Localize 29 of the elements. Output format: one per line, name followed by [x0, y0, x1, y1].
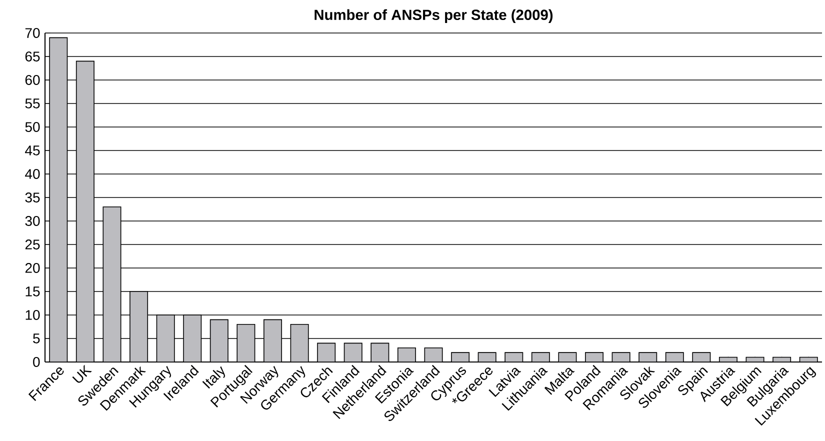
y-tick-label: 30	[25, 216, 40, 226]
y-tick-label: 60	[25, 75, 40, 85]
y-tick-label: 70	[25, 28, 40, 38]
y-tick-label: 5	[33, 334, 40, 344]
bar	[236, 324, 256, 362]
bar	[290, 324, 309, 362]
y-tick-label: 0	[33, 357, 40, 367]
bar	[210, 319, 228, 362]
bar	[183, 314, 202, 362]
bar	[264, 319, 282, 362]
bar	[130, 291, 148, 362]
bar	[370, 342, 390, 362]
bar	[102, 206, 122, 362]
chart-title: Number of ANSPs per State (2009)	[314, 9, 553, 23]
y-tick-label: 15	[26, 286, 40, 296]
y-tick-label: 10	[26, 310, 40, 320]
bar	[344, 342, 362, 362]
y-tick-label: 20	[25, 263, 40, 273]
y-tick-label: 35	[25, 192, 40, 202]
bar	[156, 314, 175, 362]
bar	[49, 37, 68, 362]
bar	[76, 60, 94, 362]
y-tick-label: 25	[25, 240, 40, 250]
y-tick-label: 65	[25, 52, 40, 62]
y-tick-label: 55	[25, 98, 40, 108]
bar	[317, 342, 336, 362]
y-tick-label: 40	[25, 169, 40, 179]
y-tick-label: 45	[25, 146, 40, 156]
y-tick-label: 50	[25, 122, 40, 132]
